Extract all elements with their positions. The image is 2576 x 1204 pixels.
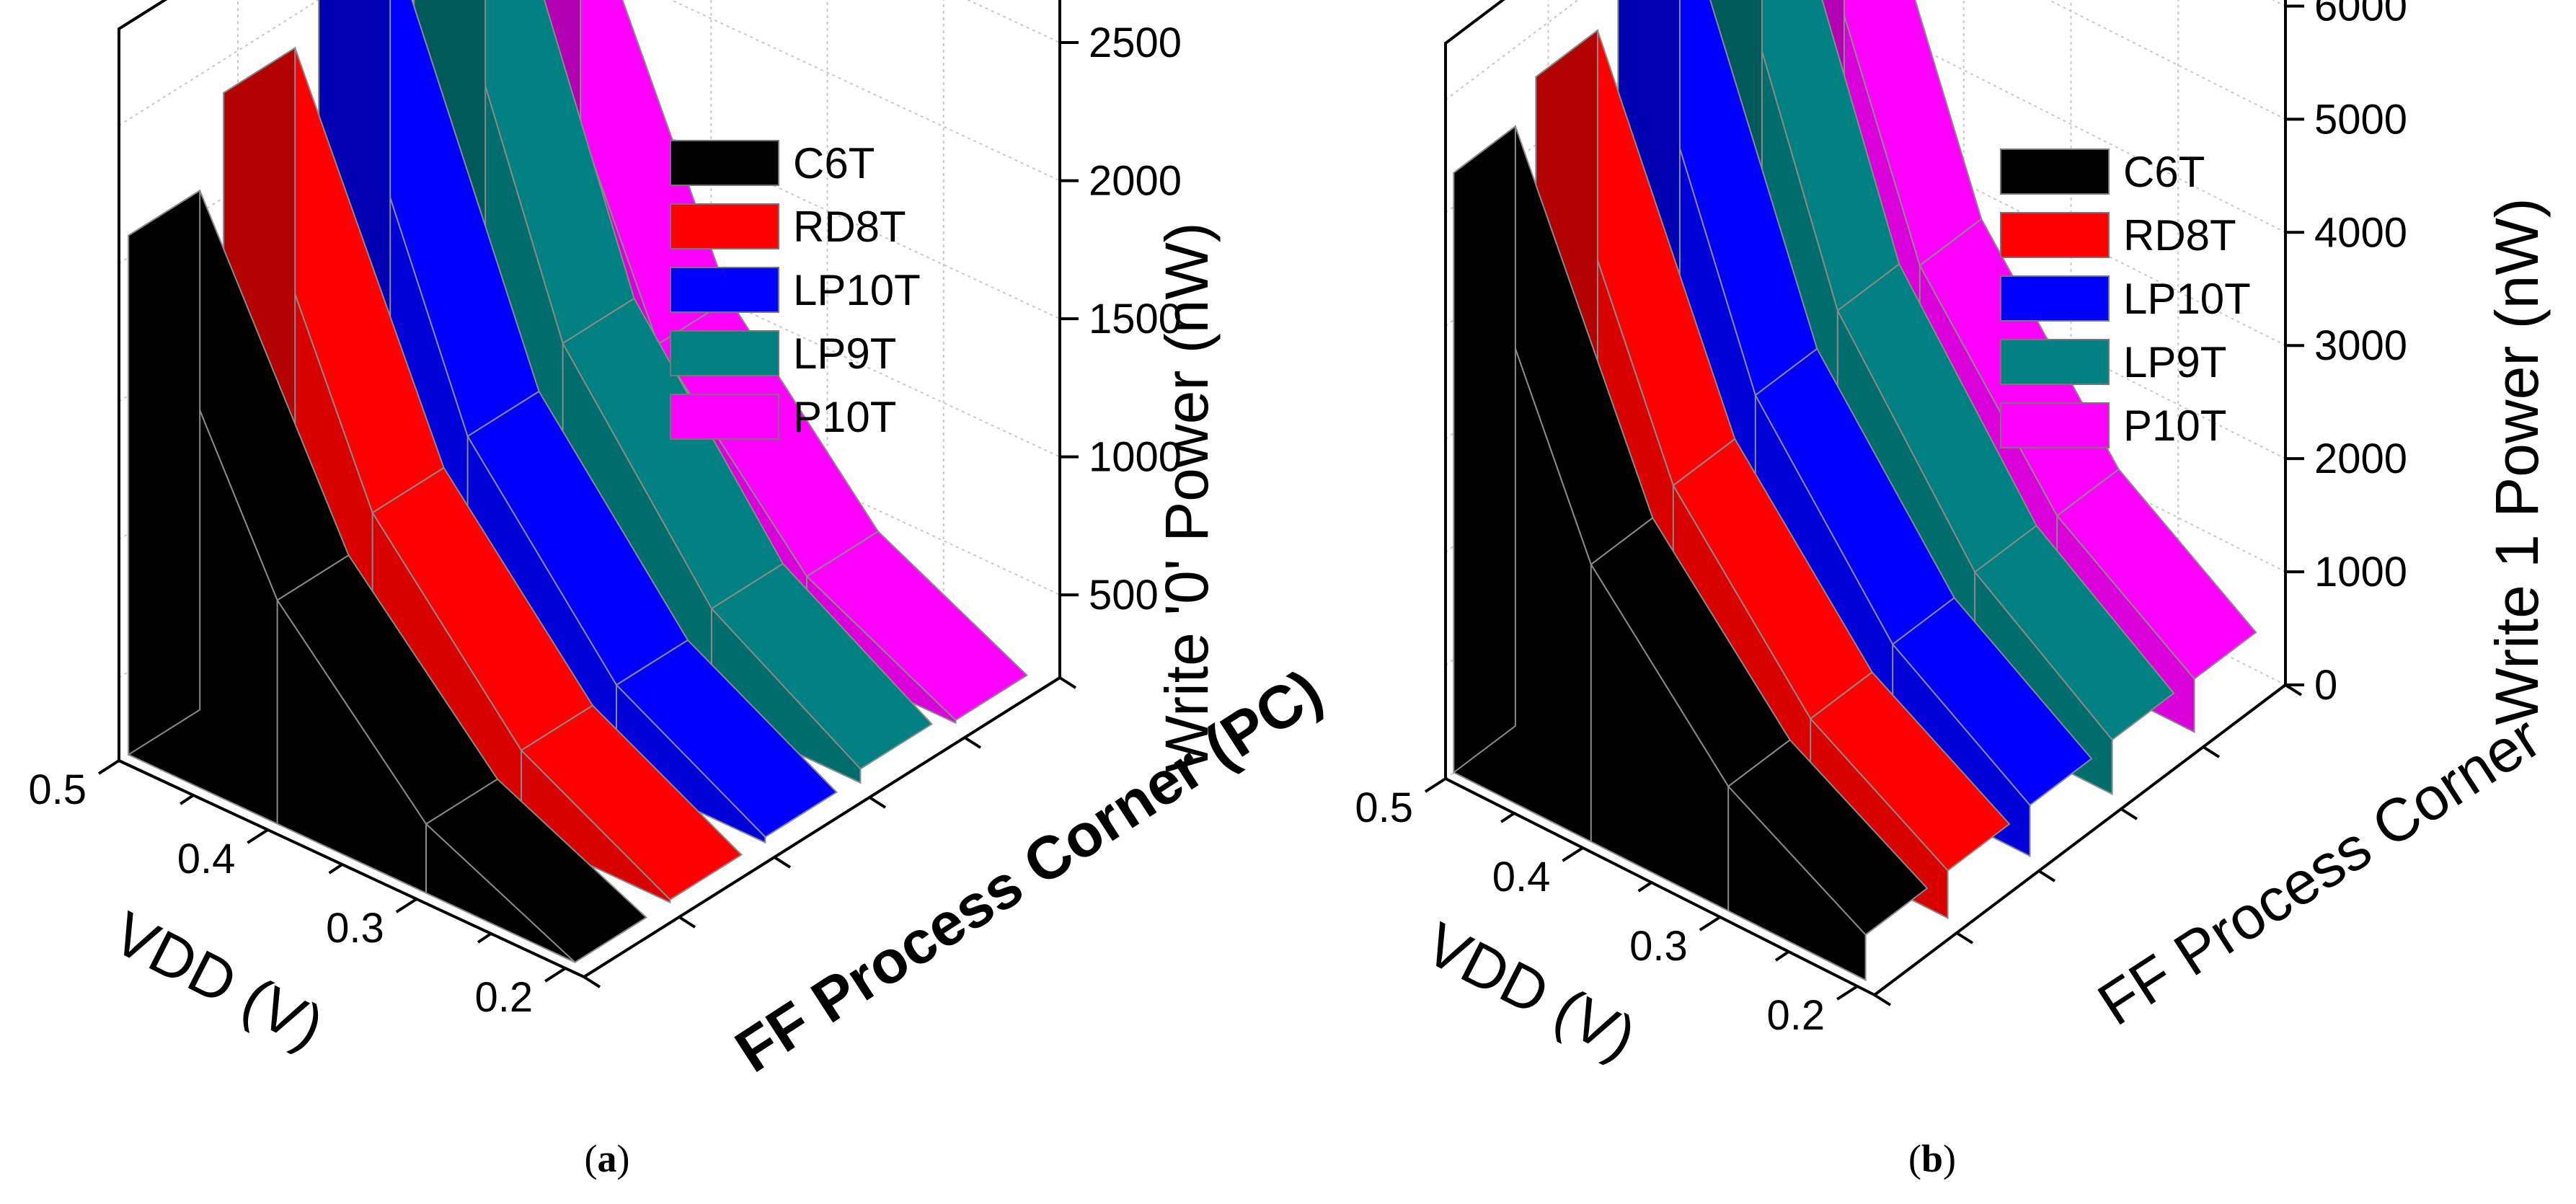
legend-label: LP10T xyxy=(2123,275,2251,323)
vdd-tick xyxy=(247,828,269,844)
chart-panel-a: 0.5 0.4 0.3 0.2 500 1000 1500 2000 2500 Write '0'… xyxy=(28,0,1333,1180)
z-tick-label: 6000 xyxy=(2314,0,2407,30)
legend-swatch-c6t xyxy=(2000,149,2110,195)
vdd-minor-tick xyxy=(328,863,343,875)
vdd-tick-label: 0.2 xyxy=(475,974,534,1021)
legend-label: RD8T xyxy=(2123,211,2236,260)
depth-tick xyxy=(583,975,601,988)
legend-label: RD8T xyxy=(793,203,906,251)
z-tick-label: 500 xyxy=(1089,572,1159,619)
legend-swatch-lp10t xyxy=(670,267,779,313)
z-tick-label: 2000 xyxy=(1089,158,1182,205)
vdd-axis-title: VDD (V) xyxy=(1415,909,1647,1072)
z-tick-label: 1000 xyxy=(2314,549,2407,596)
vdd-tick xyxy=(1699,916,1721,931)
legend-swatch-p10t xyxy=(2000,402,2110,448)
vdd-tick xyxy=(1562,846,1584,862)
vdd-minor-tick xyxy=(477,932,492,944)
panel-caption: (b) xyxy=(1908,1137,1956,1180)
series-end-face xyxy=(128,189,201,756)
legend-label: C6T xyxy=(2123,148,2205,196)
z-tick-label: 0 xyxy=(2314,662,2337,709)
depth-tick xyxy=(1873,993,1892,1006)
legend: C6T RD8T LP10T LP9T P10T xyxy=(2000,148,2251,450)
vdd-tick xyxy=(544,967,567,983)
z-axis-title: Write 1 Power (nW) xyxy=(2483,198,2551,725)
vdd-tick xyxy=(1836,985,1859,1001)
legend-swatch-rd8t xyxy=(670,203,779,249)
z-tick-label: 1000 xyxy=(1089,434,1182,481)
legend-swatch-lp10t xyxy=(2000,275,2110,322)
vdd-minor-tick xyxy=(180,794,195,805)
depth-tick xyxy=(2120,807,2138,820)
z-tick-label: 4000 xyxy=(2314,209,2407,256)
vdd-minor-tick xyxy=(1637,881,1652,893)
depth-tick xyxy=(678,916,696,929)
legend-swatch-c6t xyxy=(670,140,779,186)
z-gridline xyxy=(118,101,1061,402)
legend-swatch-p10t xyxy=(670,394,779,440)
legend-label: LP9T xyxy=(793,329,896,378)
depth-tick xyxy=(1058,676,1077,689)
vdd-minor-tick xyxy=(1500,812,1515,823)
vdd-minor-tick xyxy=(1774,950,1790,962)
depth-axis-line xyxy=(583,676,1061,978)
depth-axis-line xyxy=(1873,683,2287,996)
vdd-tick-label: 0.3 xyxy=(326,905,384,952)
legend-label: C6T xyxy=(793,139,875,187)
depth-tick xyxy=(2284,683,2303,696)
depth-tick xyxy=(963,736,982,749)
vdd-axis-title: VDD (V) xyxy=(103,898,335,1061)
z-tick-label: 2000 xyxy=(2314,435,2407,482)
series-c6t xyxy=(127,189,648,963)
vdd-tick xyxy=(1424,777,1447,793)
depth-tick xyxy=(868,796,887,809)
legend-swatch-lp9t xyxy=(670,330,779,376)
vdd-tick-label: 0.2 xyxy=(1767,992,1825,1039)
z-gridline xyxy=(118,239,1061,541)
z-tick-label: 2500 xyxy=(1089,19,1182,66)
depth-tick xyxy=(1955,931,1974,944)
legend-label: LP9T xyxy=(2123,338,2226,386)
chart-panel-b: 0.5 0.4 0.3 0.2 0 1000 2000 3000 4000 5000 6000 Wri… xyxy=(1355,0,2552,1180)
vdd-tick-label: 0.4 xyxy=(1492,854,1551,900)
vdd-tick xyxy=(97,759,120,775)
vdd-tick-label: 0.5 xyxy=(28,766,87,813)
vdd-tick-label: 0.3 xyxy=(1629,923,1688,970)
series-end-face xyxy=(1453,125,1516,774)
depth-tick xyxy=(2202,745,2221,758)
z-axis-title: Write '0' Power (nW) xyxy=(1153,222,1221,772)
vdd-tick xyxy=(395,898,417,913)
legend: C6T RD8T LP10T LP9T P10T xyxy=(670,139,921,441)
depth-tick xyxy=(2037,869,2056,882)
panel-caption: (a) xyxy=(585,1137,630,1180)
vdd-tick-label: 0.5 xyxy=(1355,784,1413,831)
legend-swatch-lp9t xyxy=(2000,339,2110,385)
depth-tick xyxy=(773,856,792,869)
series-c6t xyxy=(1453,125,1929,982)
vdd-axis-line xyxy=(118,759,585,978)
legend-label: P10T xyxy=(2123,402,2226,450)
z-tick-label: 3000 xyxy=(2314,322,2407,369)
z-gridline xyxy=(118,377,1061,678)
z-tick-label: 5000 xyxy=(2314,96,2407,143)
legend-swatch-rd8t xyxy=(2000,212,2110,258)
depth-axis-title: FF Process Corner xyxy=(2086,703,2552,1038)
vdd-tick-label: 0.4 xyxy=(177,836,236,882)
z-tick-label: 1500 xyxy=(1089,296,1182,342)
z-gridline xyxy=(118,0,1061,265)
vdd-axis-line xyxy=(1445,777,1875,996)
legend-label: P10T xyxy=(793,393,896,441)
legend-label: LP10T xyxy=(793,266,921,314)
